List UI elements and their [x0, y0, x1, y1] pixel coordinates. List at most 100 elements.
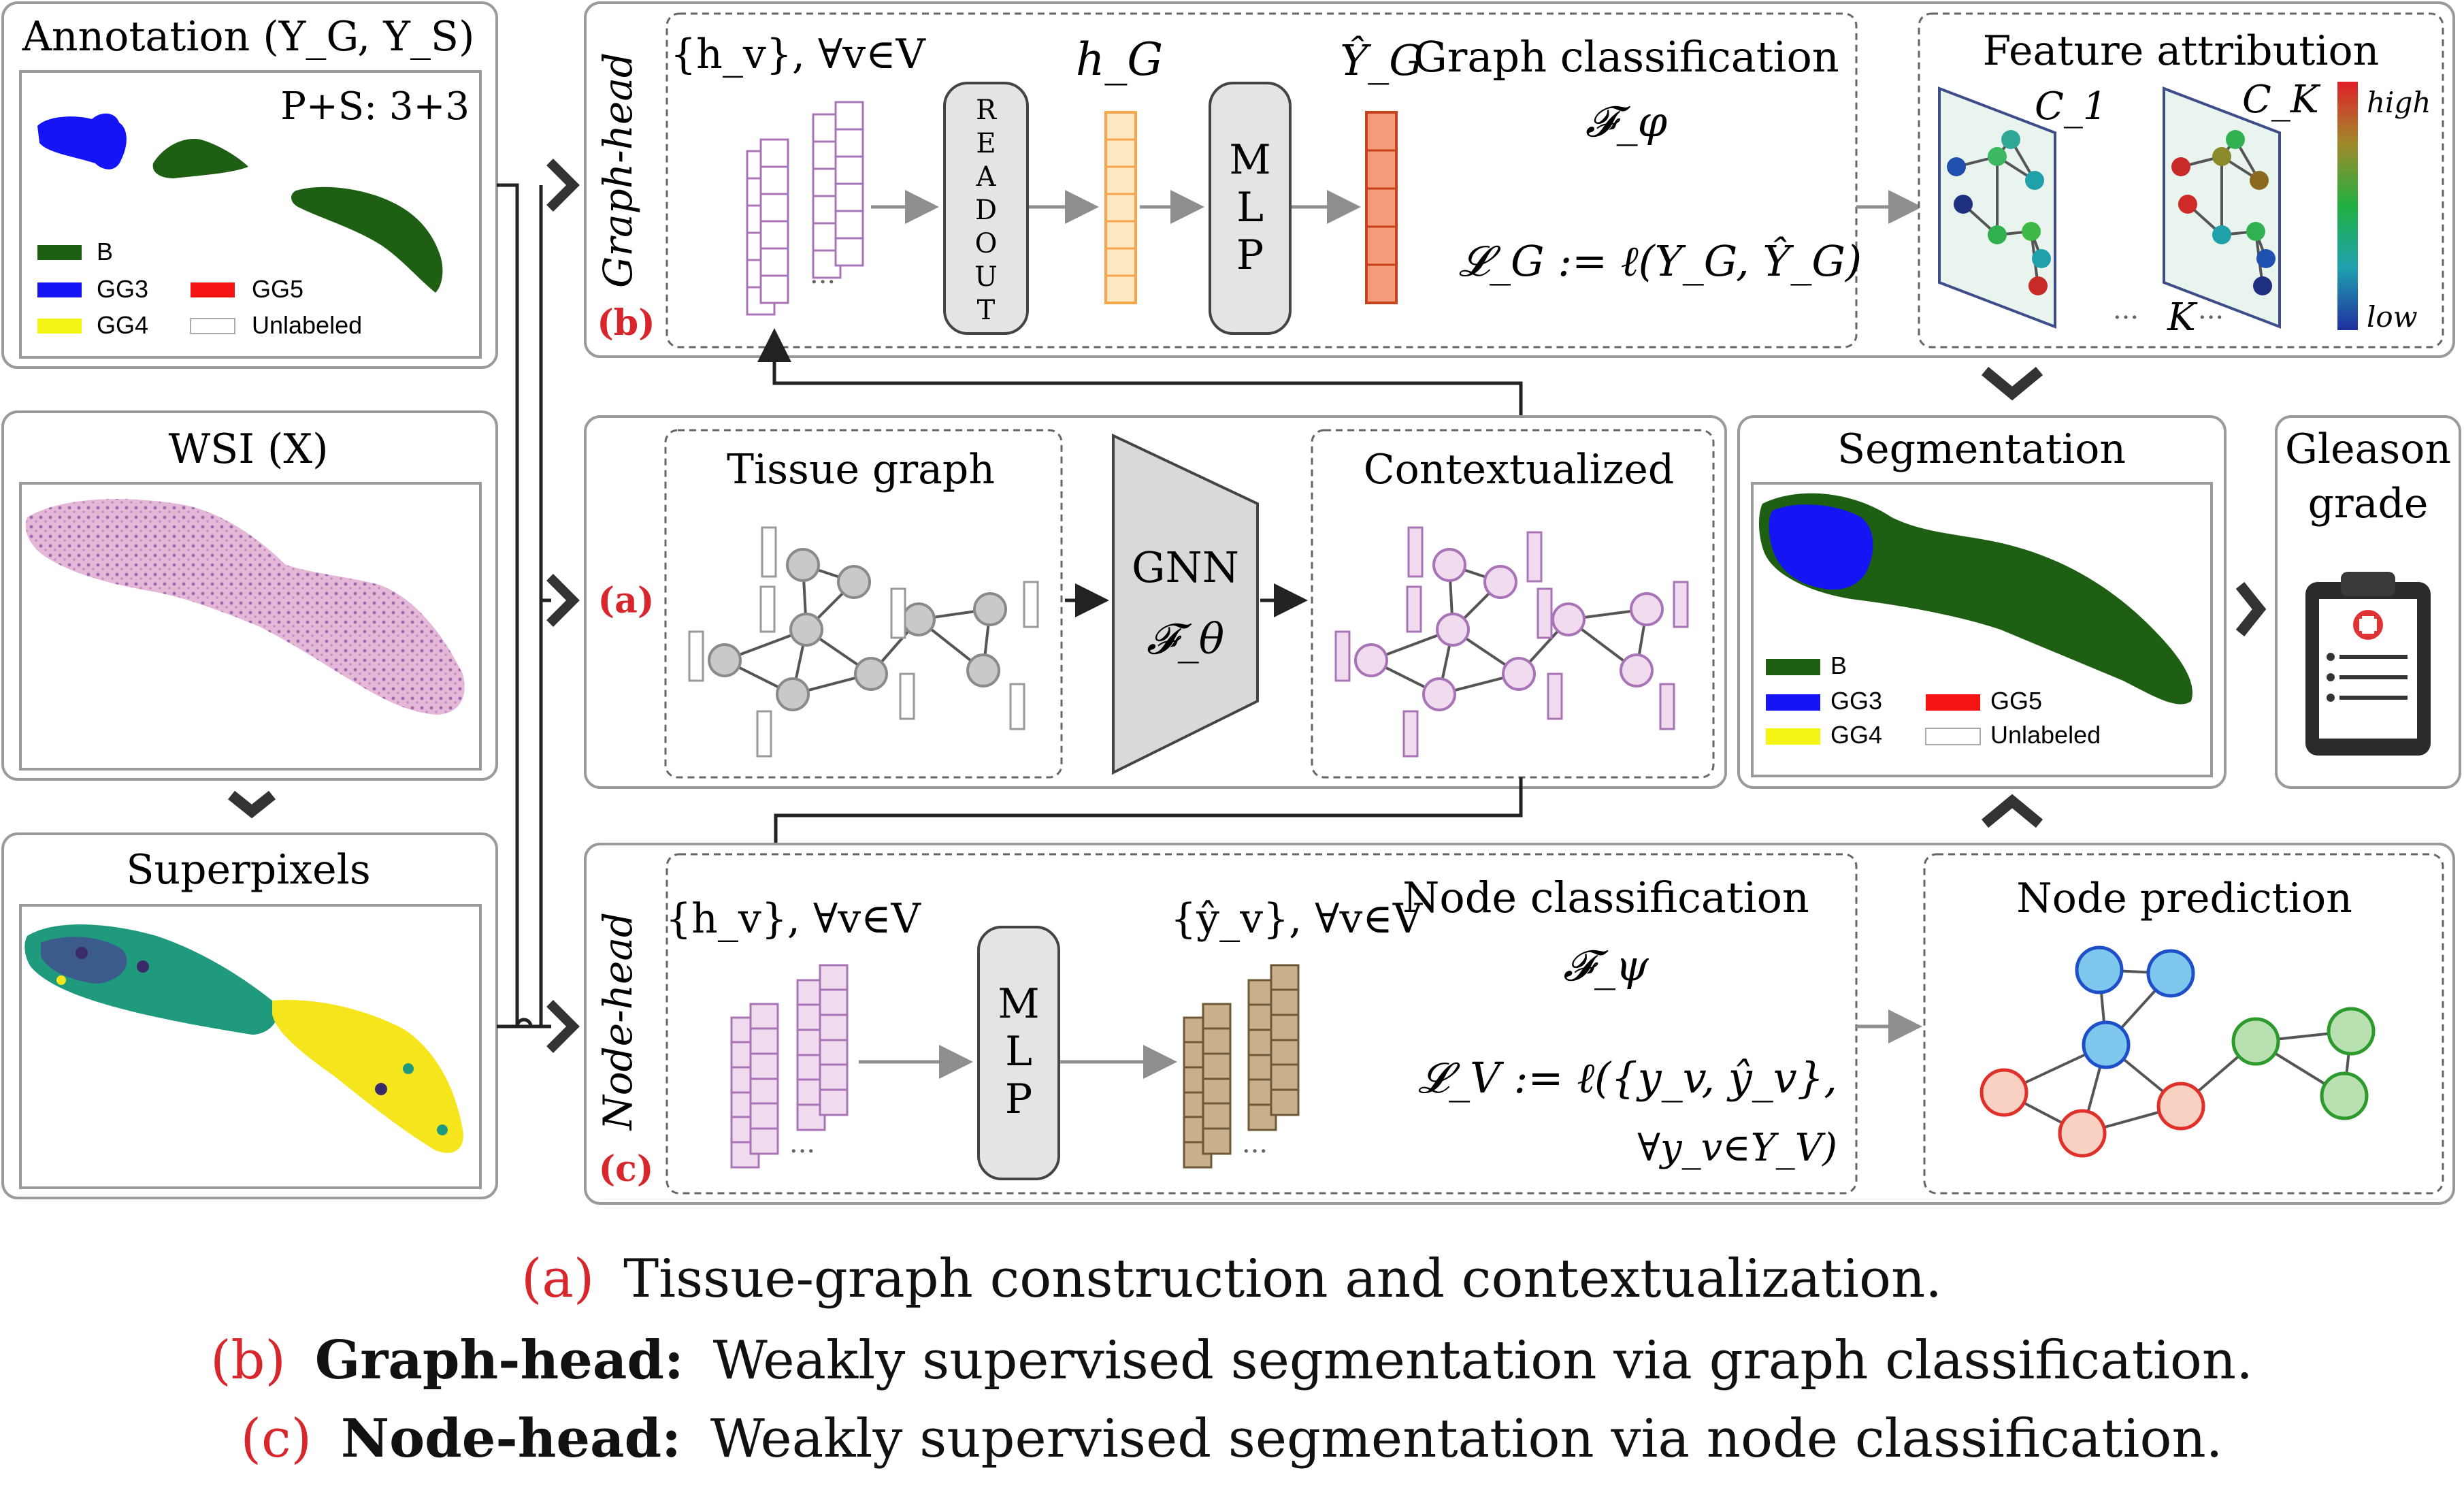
- caption-c-tag: (c): [241, 1408, 312, 1470]
- caption-a-text: Tissue-graph construction and contextual…: [623, 1248, 1942, 1310]
- down-chevron-left: [228, 790, 276, 819]
- tissue-graph-title: Tissue graph: [727, 446, 995, 493]
- superpixels-title: Superpixels: [126, 846, 370, 894]
- attribution-dots-right: ···: [2198, 302, 2224, 334]
- wsi-tissue: [25, 499, 465, 715]
- caption-b-text: Weakly supervised segmentation via graph…: [713, 1330, 2253, 1391]
- caption-c: (c) Node-head: Weakly supervised segment…: [241, 1408, 2223, 1470]
- chevron-right-to-gleason: [2235, 582, 2267, 636]
- node-features: ···: [730, 964, 849, 1169]
- svg-text:D: D: [975, 195, 997, 226]
- segmentation-title: Segmentation: [1837, 425, 2126, 473]
- svg-text:M: M: [998, 980, 1039, 1028]
- caption-a: (a) Tissue-graph construction and contex…: [521, 1248, 1942, 1310]
- attribution-dots-left: ···: [2113, 302, 2139, 334]
- colorbar-high: high: [2367, 86, 2431, 119]
- graph-prediction-vector: [1365, 111, 1398, 304]
- node-mlp-block: [977, 926, 1060, 1180]
- svg-text:L: L: [1236, 184, 1264, 231]
- legend-gg3: GG3: [97, 275, 148, 303]
- svg-text:···: ···: [789, 1136, 815, 1167]
- seg-legend-unlabeled: Unlabeled: [1990, 721, 2101, 749]
- node-head-panel: Node-head (c) {h_v}, ∀v∈V ···: [584, 843, 2455, 1205]
- node-classification-title: Node classification: [1402, 873, 1809, 922]
- svg-text:T: T: [977, 295, 996, 326]
- svg-text:R: R: [976, 95, 998, 126]
- heat-colorbar: [2337, 82, 2358, 330]
- node-mlp-letters: M L P: [998, 980, 1039, 1123]
- svg-text:M: M: [1229, 136, 1270, 184]
- node-hv-label: {h_v}, ∀v∈V: [666, 895, 922, 943]
- feature-attribution-title: Feature attribution: [1983, 27, 2380, 75]
- captions: (a) Tissue-graph construction and contex…: [210, 1248, 2253, 1470]
- left-connectors: [497, 159, 580, 1053]
- ps-label: P+S: 3+3: [280, 84, 470, 129]
- gnn-func: 𝓕_θ: [1147, 614, 1224, 664]
- node-prediction-panel: Node prediction: [1923, 853, 2444, 1195]
- c1-label: C_1: [2035, 84, 2107, 129]
- chevron-up-from-node-prediction: [1981, 794, 2043, 828]
- graph-classification-func: 𝓕_φ: [1586, 97, 1668, 146]
- legend-gg5: GG5: [252, 275, 303, 303]
- graph-classification-title: Graph classification: [1413, 32, 1839, 82]
- contextualized-title: Contextualized: [1364, 446, 1675, 493]
- graph-head-tag: (b): [597, 302, 655, 344]
- gnn-label: GNN: [1132, 542, 1239, 592]
- tissue-tag: (a): [598, 580, 655, 621]
- graph-hv-label: {h_v}, ∀v∈V: [670, 31, 927, 78]
- k-label: K: [2167, 295, 2198, 340]
- colorbar-low: low: [2367, 300, 2418, 334]
- ck-label: C_K: [2242, 78, 2321, 122]
- superpixels-map-yellow: [272, 1000, 463, 1153]
- annotation-panel: Annotation (Y_G, Y_S) P+S: 3+3 B GG3 GG5…: [1, 1, 498, 369]
- node-loss-line2: ∀y_v∈Y_V): [1637, 1126, 1837, 1170]
- svg-text:U: U: [974, 261, 998, 293]
- superpixels-panel: Superpixels: [1, 832, 498, 1199]
- caption-b-tag: (b): [210, 1330, 286, 1391]
- caption-b-bold: Graph-head:: [315, 1329, 684, 1391]
- node-predictions: ···: [1183, 964, 1300, 1169]
- svg-text:L: L: [1005, 1028, 1032, 1075]
- legend-b: B: [97, 238, 113, 265]
- graph-loss: 𝓛_G := ℓ(Y_G, Ŷ_G): [1459, 236, 1862, 286]
- graph-node-features: ···: [746, 101, 864, 316]
- attribution-graph-k: [2171, 130, 2276, 295]
- caption-c-bold: Node-head:: [341, 1408, 681, 1470]
- seg-gg3: [1769, 504, 1873, 590]
- attribution-graph-1: [1947, 130, 2051, 295]
- svg-text:P: P: [1236, 231, 1264, 279]
- node-yv-label: {ŷ_v}, ∀v∈V: [1170, 895, 1424, 943]
- arrow-to-graph-head: [757, 328, 1523, 421]
- svg-text:A: A: [976, 161, 997, 193]
- seg-legend-gg4: GG4: [1830, 721, 1882, 749]
- graph-head-panel: Graph-head (b) {h_v}, ∀v∈V ···: [584, 1, 2455, 358]
- svg-text:···: ···: [1242, 1136, 1268, 1167]
- seg-legend-gg5: GG5: [1990, 687, 2042, 715]
- gg3-region: [37, 113, 127, 169]
- yg-label: Ŷ_G: [1340, 35, 1422, 85]
- svg-text:O: O: [975, 228, 998, 259]
- readout-letters: R E A D O U T: [974, 95, 998, 326]
- gleason-line2: grade: [2308, 480, 2429, 528]
- benign-region-2: [291, 187, 443, 293]
- gnn-block: [1112, 433, 1259, 775]
- hg-label: h_G: [1076, 33, 1163, 86]
- tissue-panel: (a) Tissue graph: [584, 415, 1727, 789]
- benign-region-1: [152, 139, 248, 178]
- node-head-side-label: Node-head: [595, 912, 641, 1131]
- contextualized-graph: [1334, 526, 1689, 758]
- clipboard-icon: [2305, 572, 2431, 756]
- legend-unlabeled: Unlabeled: [252, 311, 362, 339]
- legend-gg4: GG4: [97, 311, 148, 339]
- segmentation-panel: Segmentation B GG3 GG5 GG4 Unlabeled: [1737, 415, 2227, 789]
- graph-mlp-block: [1209, 82, 1292, 335]
- svg-text:···: ···: [810, 267, 836, 298]
- wsi-panel: WSI (X): [1, 410, 498, 781]
- caption-b: (b) Graph-head: Weakly supervised segmen…: [210, 1329, 2253, 1391]
- graph-mlp-letters: M L P: [1229, 136, 1270, 279]
- svg-text:P: P: [1005, 1075, 1032, 1123]
- chevron-down-to-segmentation: [1981, 366, 2043, 401]
- superpixels-map-dark: [41, 937, 127, 984]
- node-classification-func: 𝓕_ψ: [1563, 941, 1649, 990]
- caption-c-text: Weakly supervised segmentation via node …: [710, 1408, 2223, 1470]
